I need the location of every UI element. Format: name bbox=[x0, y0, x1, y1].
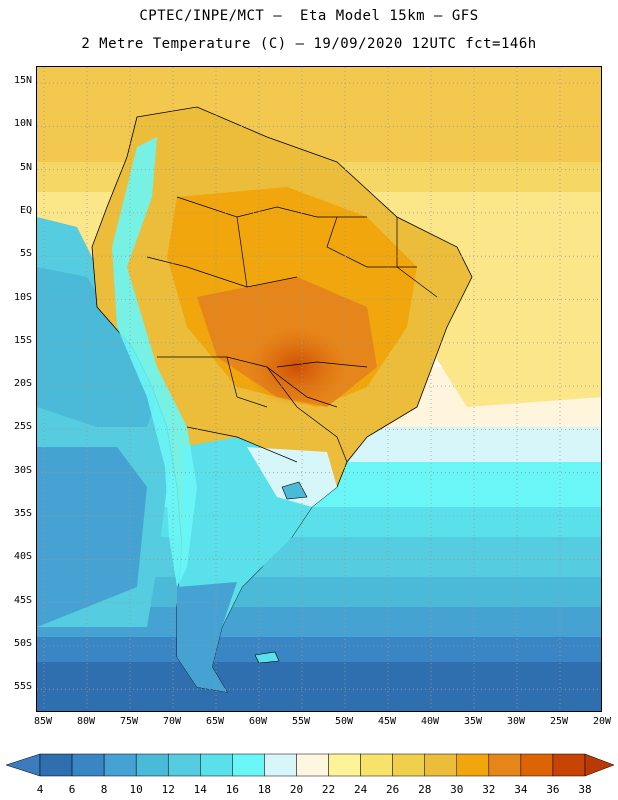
colorbar-box-0 bbox=[39, 753, 73, 777]
lat-label-15S: 15S bbox=[13, 334, 32, 346]
lon-label-75W: 75W bbox=[119, 716, 139, 727]
chart-title-line2: 2 Metre Temperature (C) – 19/09/2020 12U… bbox=[81, 36, 537, 52]
colorbar-box-14 bbox=[488, 753, 522, 777]
colorbar-box-6 bbox=[232, 753, 265, 777]
colorbar-label-28: 28 bbox=[418, 783, 432, 796]
map-canvas bbox=[37, 67, 601, 711]
colorbar-label-34: 34 bbox=[514, 783, 528, 796]
lon-label-80W: 80W bbox=[76, 716, 96, 727]
atlantic-warm-patch bbox=[417, 317, 601, 407]
lat-label-25S: 25S bbox=[13, 421, 32, 433]
colorbar-over-triangle bbox=[584, 753, 615, 777]
lat-label-10N: 10N bbox=[13, 118, 32, 130]
lon-label-40W: 40W bbox=[420, 716, 440, 727]
colorbar-box-1 bbox=[71, 753, 105, 777]
colorbar-label-14: 14 bbox=[193, 783, 207, 796]
lagoa-dos-patos bbox=[281, 481, 308, 500]
lon-label-65W: 65W bbox=[205, 716, 225, 727]
lon-label-70W: 70W bbox=[162, 716, 182, 727]
colorbar-label-22: 22 bbox=[321, 783, 336, 796]
lat-label-10S: 10S bbox=[13, 291, 32, 303]
colorbar-label-20: 20 bbox=[289, 783, 304, 796]
colorbar-box-8 bbox=[296, 753, 329, 777]
patagonia-cold bbox=[177, 582, 237, 692]
lat-label-35S: 35S bbox=[13, 508, 32, 519]
hotspot bbox=[247, 327, 347, 407]
colorbar-box-4 bbox=[167, 753, 201, 777]
ocean-band-6 bbox=[37, 662, 601, 711]
colorbar-label-6: 6 bbox=[68, 783, 76, 796]
pacific-cool-water-inner bbox=[37, 267, 157, 427]
temperature-map bbox=[36, 66, 602, 712]
lat-label-45S: 45S bbox=[13, 594, 32, 606]
lon-label-30W: 30W bbox=[506, 716, 526, 727]
colorbar-label-36: 36 bbox=[546, 783, 560, 796]
colorbar-label-24: 24 bbox=[353, 783, 368, 796]
colorbar-label-38: 38 bbox=[578, 783, 592, 796]
colorbar-box-11 bbox=[392, 753, 425, 777]
colorbar bbox=[5, 753, 615, 777]
colorbar-label-4: 4 bbox=[36, 783, 44, 796]
colorbar-label-8: 8 bbox=[100, 783, 108, 796]
colorbar-label-26: 26 bbox=[386, 783, 400, 796]
colorbar-under-triangle bbox=[5, 753, 41, 777]
lat-label-30S: 30S bbox=[13, 464, 32, 476]
lat-label-5S: 5S bbox=[19, 248, 32, 260]
lat-label-50S: 50S bbox=[13, 637, 32, 649]
colorbar-label-10: 10 bbox=[129, 783, 143, 796]
lon-label-35W: 35W bbox=[463, 716, 483, 727]
colorbar-box-3 bbox=[135, 753, 169, 777]
lon-label-60W: 60W bbox=[248, 716, 268, 727]
colorbar-label-32: 32 bbox=[482, 783, 496, 796]
falkland-islands bbox=[254, 651, 280, 664]
chart-title-line1: CPTEC/INPE/MCT – Eta Model 15km – GFS bbox=[139, 8, 479, 24]
lon-label-55W: 55W bbox=[291, 716, 311, 727]
lat-label-40S: 40S bbox=[13, 551, 32, 563]
lat-label-EQ: EQ bbox=[19, 204, 32, 216]
colorbar-label-30: 30 bbox=[450, 783, 464, 796]
lon-label-45W: 45W bbox=[377, 716, 397, 727]
lat-label-55S: 55S bbox=[13, 681, 32, 693]
colorbar-label-16: 16 bbox=[225, 783, 239, 796]
colorbar-box-13 bbox=[456, 753, 490, 777]
colorbar-box-10 bbox=[360, 753, 393, 777]
colorbar-label-12: 12 bbox=[161, 783, 175, 796]
colorbar-box-5 bbox=[200, 753, 233, 777]
lon-label-25W: 25W bbox=[549, 716, 569, 727]
lat-label-5N: 5N bbox=[19, 161, 32, 173]
lon-label-50W: 50W bbox=[334, 716, 354, 727]
country-borders bbox=[146, 196, 438, 463]
colorbar-box-9 bbox=[328, 753, 361, 777]
lat-label-15N: 15N bbox=[13, 75, 32, 86]
colorbar-box-7 bbox=[264, 753, 297, 777]
pacific-cooler-water bbox=[37, 447, 147, 627]
colorbar-box-16 bbox=[552, 753, 586, 777]
pampas-mild bbox=[247, 447, 337, 507]
lat-label-20S: 20S bbox=[13, 378, 32, 390]
lon-label-85W: 85W bbox=[33, 716, 53, 727]
colorbar-box-2 bbox=[103, 753, 137, 777]
colorbar-label-18: 18 bbox=[257, 783, 272, 796]
colorbar-box-15 bbox=[520, 753, 554, 777]
colorbar-box-12 bbox=[424, 753, 458, 777]
lon-label-20W: 20W bbox=[592, 716, 612, 727]
andes-cold-strip bbox=[112, 137, 197, 587]
